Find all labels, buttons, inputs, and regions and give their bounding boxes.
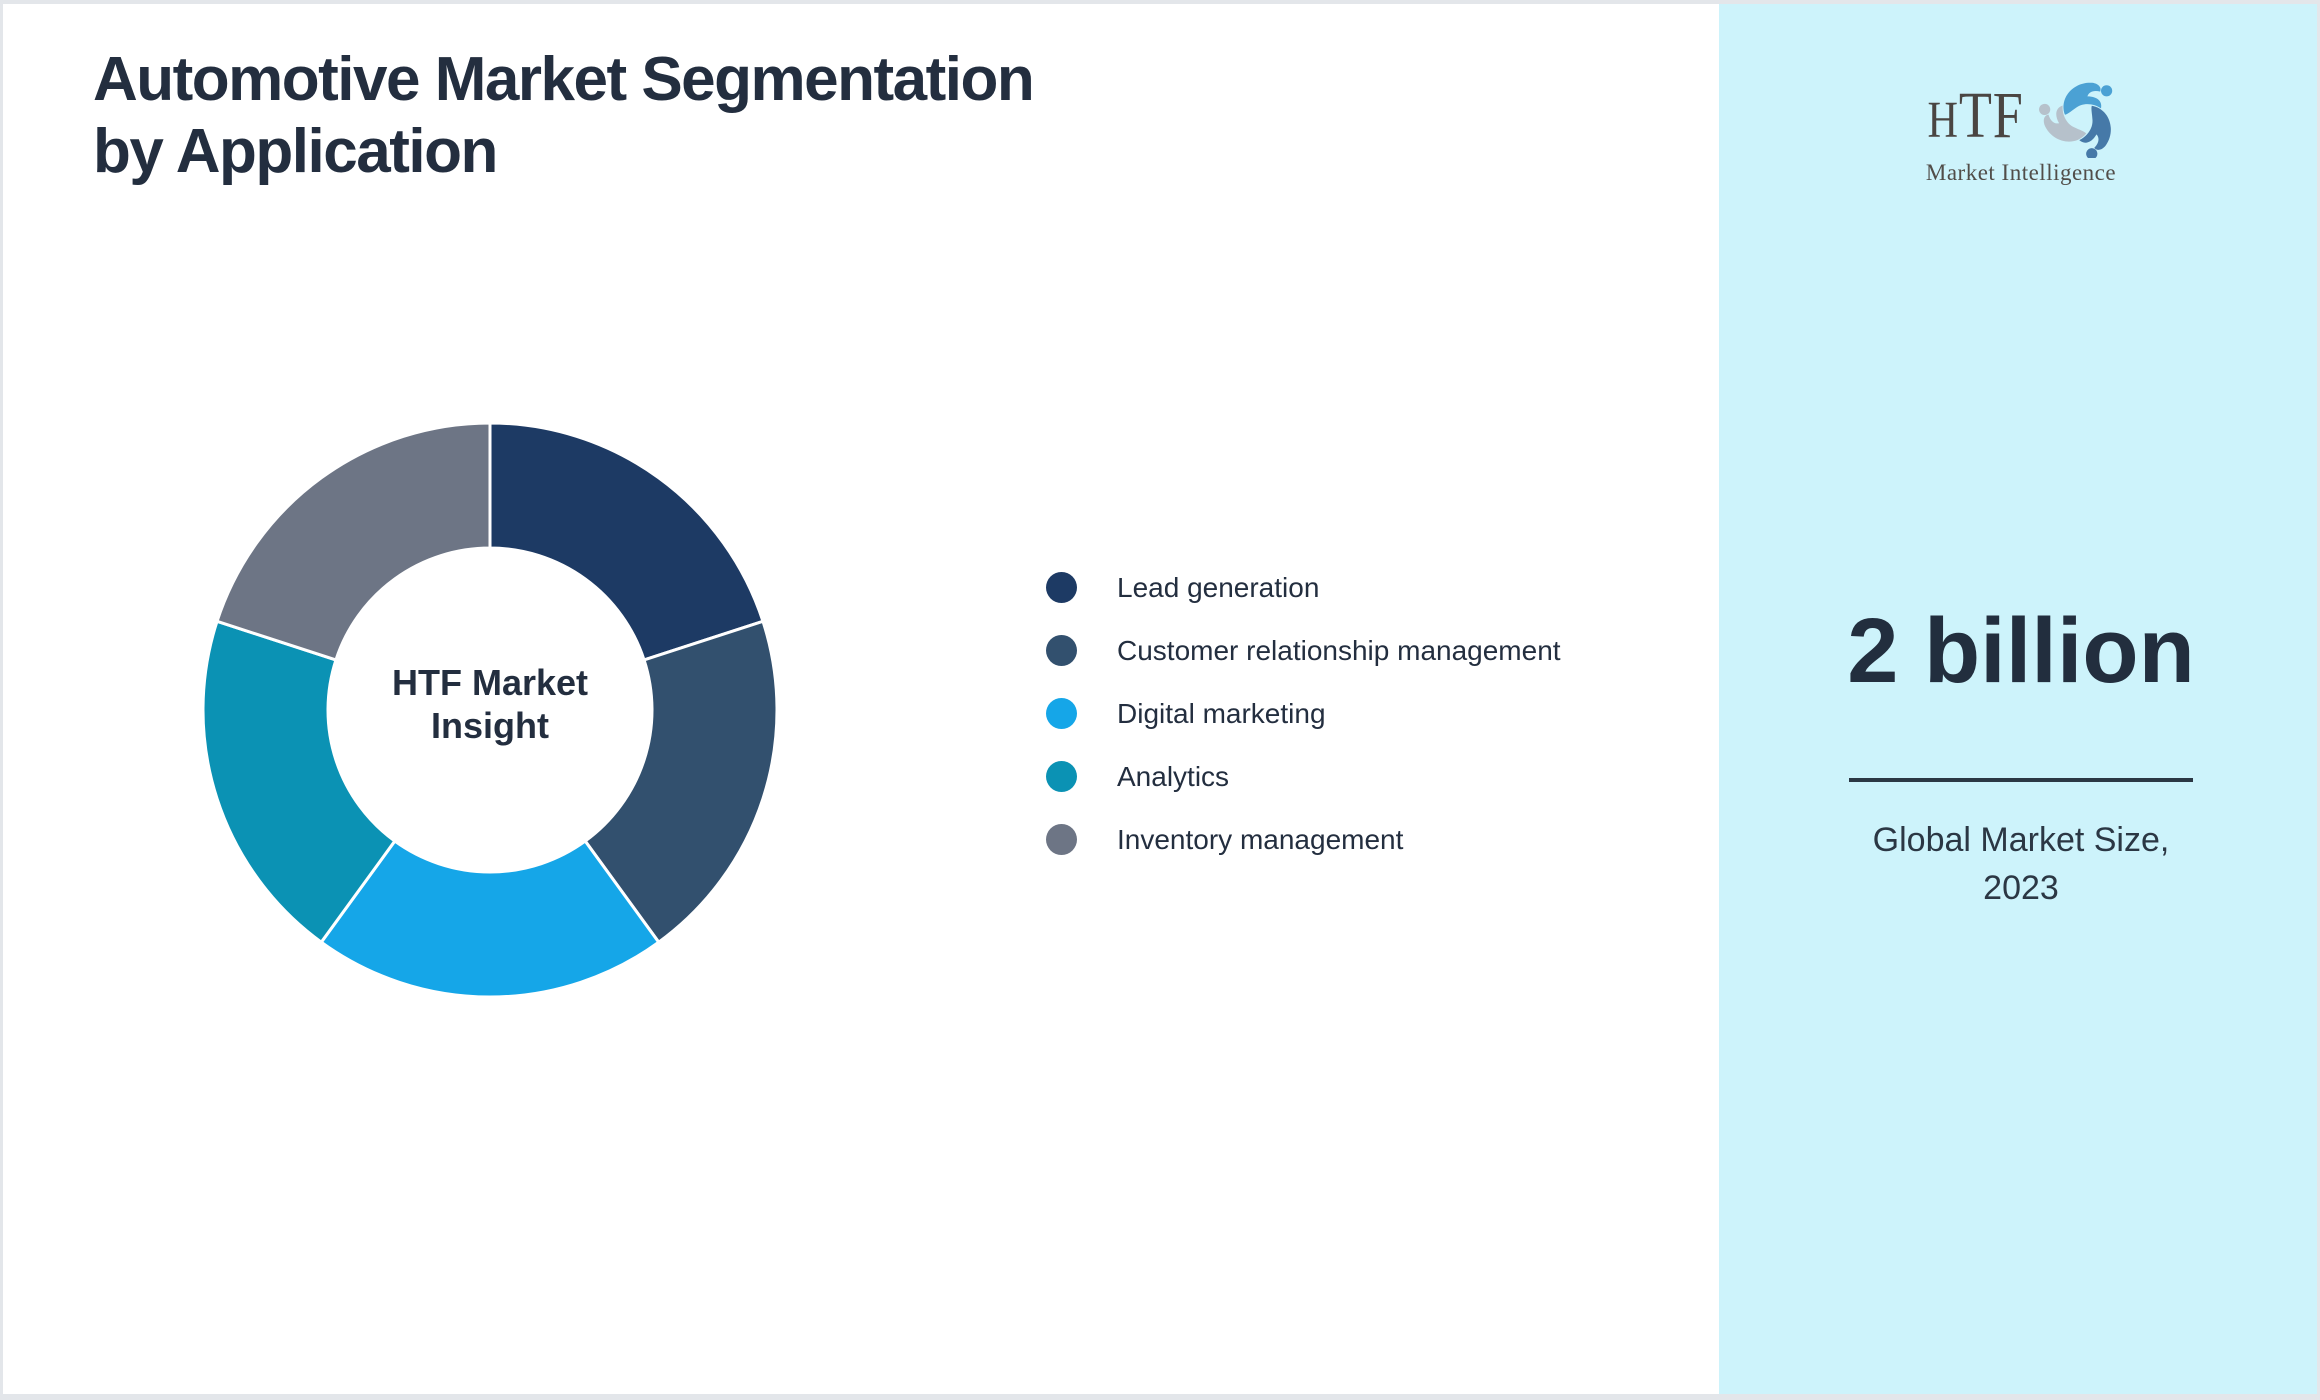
chart-center-label-line2: Insight [431,705,549,746]
legend-item-label: Digital marketing [1117,698,1326,729]
donut-chart [201,421,779,999]
legend-item: Inventory management [1046,824,1561,855]
legend-color-dot [1046,761,1077,792]
htf-logo-letter-h: H [1927,91,1960,149]
chart-center-label: HTF Market Insight [328,542,652,866]
market-size-label-line2: 2023 [1983,869,2059,907]
chart-center-label-line1: HTF Market [391,662,589,703]
stat-divider [1849,778,2193,782]
legend-color-dot [1046,572,1077,603]
page-title: Automotive Market Segmentation by Applic… [93,44,1035,188]
legend-item-label: Inventory management [1117,824,1404,855]
legend-item-label: Analytics [1117,761,1230,792]
donut-segment [319,838,661,999]
legend-item-label: Lead generation [1117,572,1320,603]
legend-item: Analytics [1046,761,1561,792]
htf-logo-swirl-icon [2038,82,2112,158]
legend-color-dot [1046,698,1077,729]
page-title-line1: Automotive Market Segmentation [93,45,1035,114]
donut-segment [215,421,492,662]
legend-item: Lead generation [1046,572,1561,603]
legend-color-dot [1046,635,1077,666]
sidebar-panel: HTF Market Intelligence [1719,4,2317,1394]
htf-logo-letters-tf: TF [1959,78,2025,152]
page-title-line2: by Application [93,117,498,186]
donut-segment [583,619,779,945]
market-size-label-line1: Global Market Size, [1872,821,2170,859]
htf-logo-subtext: Market Intelligence [1925,160,2117,185]
legend-item: Customer relationship management [1046,635,1561,666]
legend-color-dot [1046,824,1077,855]
market-size-label: Global Market Size, 2023 [1719,816,2317,912]
legend: Lead generation Customer relationship ma… [1046,572,1561,855]
market-size-value: 2 billion [1847,600,2195,702]
donut-segment [488,421,765,662]
legend-item-label: Customer relationship management [1117,635,1561,666]
htf-logo: HTF Market Intelligence [1719,78,2317,186]
legend-item: Digital marketing [1046,698,1561,729]
donut-segment [201,619,397,945]
htf-logo-text: HTF [1927,82,2024,154]
